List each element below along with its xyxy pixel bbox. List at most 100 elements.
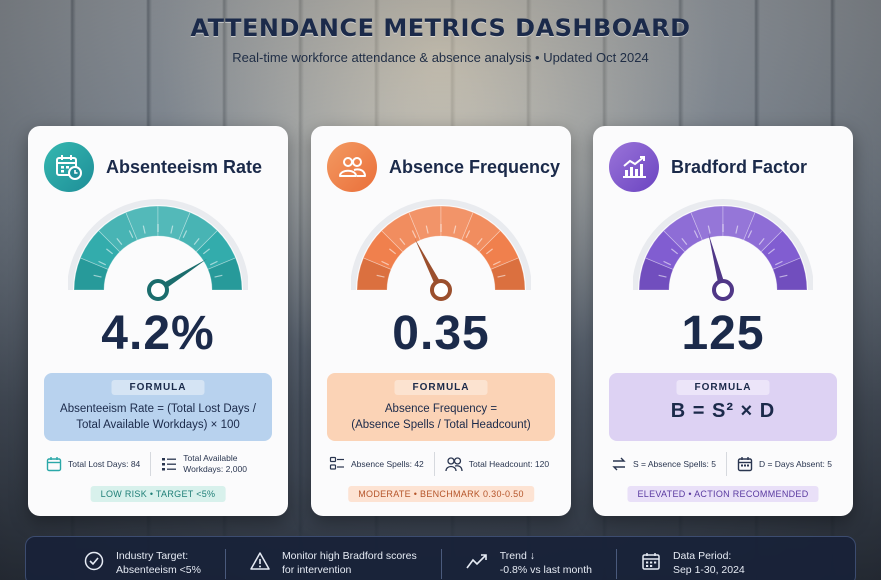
divider xyxy=(440,549,442,579)
gauge-tick xyxy=(492,260,501,266)
gauge-tick xyxy=(735,225,739,234)
people-icon xyxy=(445,457,463,472)
gauge-tick xyxy=(758,238,765,246)
gauge-tick xyxy=(202,248,210,255)
card-title: Absence Frequency xyxy=(389,156,561,177)
gauge-segment xyxy=(440,205,474,241)
gauge-tick xyxy=(142,225,146,234)
gauge-needle xyxy=(156,258,207,293)
gauge-tick xyxy=(681,238,688,246)
formula-text: Absenteeism Rate = (Total Lost Days / To… xyxy=(50,401,266,433)
stat-text: Total Headcount: 120 xyxy=(468,458,550,469)
stat-lost-days: Total Lost Days: 84 xyxy=(46,456,140,472)
gauge-rim xyxy=(351,199,531,291)
status-badge: ELEVATED • ACTION RECOMMENDED xyxy=(627,486,819,502)
footer-data-period: Data Period: Sep 1-30, 2024 xyxy=(641,549,745,577)
divider xyxy=(615,549,617,579)
gauge-tick xyxy=(747,230,753,239)
gauge-segment xyxy=(722,205,756,241)
formula-label: FORMULA xyxy=(676,380,770,395)
gauge-tick xyxy=(214,274,223,278)
gauge-segment xyxy=(490,257,526,291)
check-circle-icon xyxy=(84,551,104,571)
footer-text: Trend ↓ xyxy=(499,550,535,562)
gauge-segment xyxy=(638,257,674,291)
gauge-tick xyxy=(453,225,457,234)
bradford-factor-card[interactable]: Bradford Factor 125 FORMULA B = S² × D S… xyxy=(593,126,853,516)
gauge-tick xyxy=(497,274,506,278)
absence-frequency-card[interactable]: Absence Frequency 0.35 FORMULA Absence F… xyxy=(311,126,571,516)
divider xyxy=(224,549,226,579)
status-badge: MODERATE • BENCHMARK 0.30-0.50 xyxy=(348,486,534,502)
gauge-tick xyxy=(98,260,107,266)
card-header: Absenteeism Rate xyxy=(44,142,278,192)
formula-label: FORMULA xyxy=(111,380,205,395)
card-header: Bradford Factor xyxy=(609,142,843,192)
gauge-tick xyxy=(381,260,390,266)
footer-industry-target: Industry Target: Absenteeism <5% xyxy=(84,549,201,577)
gauge-tick xyxy=(128,230,134,239)
formula-text: Absence Frequency = (Absence Spells / To… xyxy=(333,401,549,433)
gauge-rim xyxy=(68,199,248,291)
gauge-tick xyxy=(485,248,493,255)
gauge-tick xyxy=(425,225,429,234)
gauge-tick xyxy=(411,230,417,239)
footer-text: Monitor high Bradford scores xyxy=(281,550,417,562)
gauge-needle xyxy=(708,233,727,291)
stat-text: S = Absence Spells: 5 xyxy=(633,458,716,469)
gauge-tick xyxy=(465,230,471,239)
swap-icon xyxy=(612,457,626,471)
formula-box: FORMULA B = S² × D xyxy=(609,373,837,441)
formula-line: (Absence Spells / Total Headcount) xyxy=(351,419,531,431)
footer-text: -0.8% vs last month xyxy=(499,564,592,576)
status-badge: LOW RISK • TARGET <5% xyxy=(90,486,226,502)
footer-bar: Industry Target: Absenteeism <5% Monitor… xyxy=(25,536,856,580)
footer-text: Data Period: xyxy=(672,550,732,562)
divider xyxy=(725,452,727,476)
footer-monitor-note: Monitor high Bradford scores for interve… xyxy=(250,549,417,577)
gauge-rim xyxy=(633,199,813,291)
trend-line-icon xyxy=(466,554,487,569)
card-title: Bradford Factor xyxy=(671,156,808,177)
metric-value: 125 xyxy=(681,307,765,360)
gauge-needle xyxy=(414,238,445,292)
gauge-tick xyxy=(376,274,385,278)
gauge-segment xyxy=(157,205,191,241)
card-header: Absence Frequency xyxy=(327,142,561,192)
page-title: ATTENDANCE METRICS DASHBOARD xyxy=(190,14,691,42)
stat-text: Absence Spells: 42 xyxy=(351,458,424,469)
gauge xyxy=(68,199,248,301)
gauge-tick xyxy=(476,238,483,246)
gauge-tick xyxy=(663,260,672,266)
trend-chart-icon xyxy=(609,142,659,192)
stat-spells: S = Absence Spells: 5 xyxy=(611,456,716,472)
metric-value: 4.2% xyxy=(101,307,215,360)
gauge-segment xyxy=(195,230,237,270)
gauge-tick xyxy=(693,230,699,239)
gauge-tick xyxy=(209,260,218,266)
stat-text: Total Lost Days: 84 xyxy=(68,458,141,469)
people-icon xyxy=(327,142,377,192)
card-title: Absenteeism Rate xyxy=(106,156,263,177)
formula-box: FORMULA Absenteeism Rate = (Total Lost D… xyxy=(44,373,272,441)
footer-text: Industry Target: xyxy=(116,550,189,562)
calendar-clock-icon xyxy=(44,142,94,192)
stat-available-workdays: Total Available Workdays: 2,000 xyxy=(161,453,247,475)
metric-value: 0.35 xyxy=(392,307,490,360)
formula-label: FORMULA xyxy=(394,380,488,395)
gauge-tick xyxy=(193,238,200,246)
list-check-icon xyxy=(329,456,344,470)
gauge xyxy=(351,199,531,301)
footer-text: for intervention xyxy=(281,564,352,576)
absenteeism-rate-card[interactable]: Absenteeism Rate 4.2% FORMULA Absenteeis… xyxy=(28,126,288,516)
gauge-tick xyxy=(93,274,102,278)
stat-headcount: Total Headcount: 120 xyxy=(445,456,549,472)
gauge-tick xyxy=(779,274,788,278)
footer-trend: Trend ↓ -0.8% vs last month xyxy=(466,549,592,577)
gauge-tick xyxy=(182,230,188,239)
warning-icon xyxy=(250,552,270,570)
footer-text: Sep 1-30, 2024 xyxy=(672,564,745,576)
formula-line: Total Available Workdays) × 100 xyxy=(76,419,240,431)
formula-box: FORMULA Absence Frequency = (Absence Spe… xyxy=(327,373,555,441)
gauge-segment xyxy=(772,257,808,291)
